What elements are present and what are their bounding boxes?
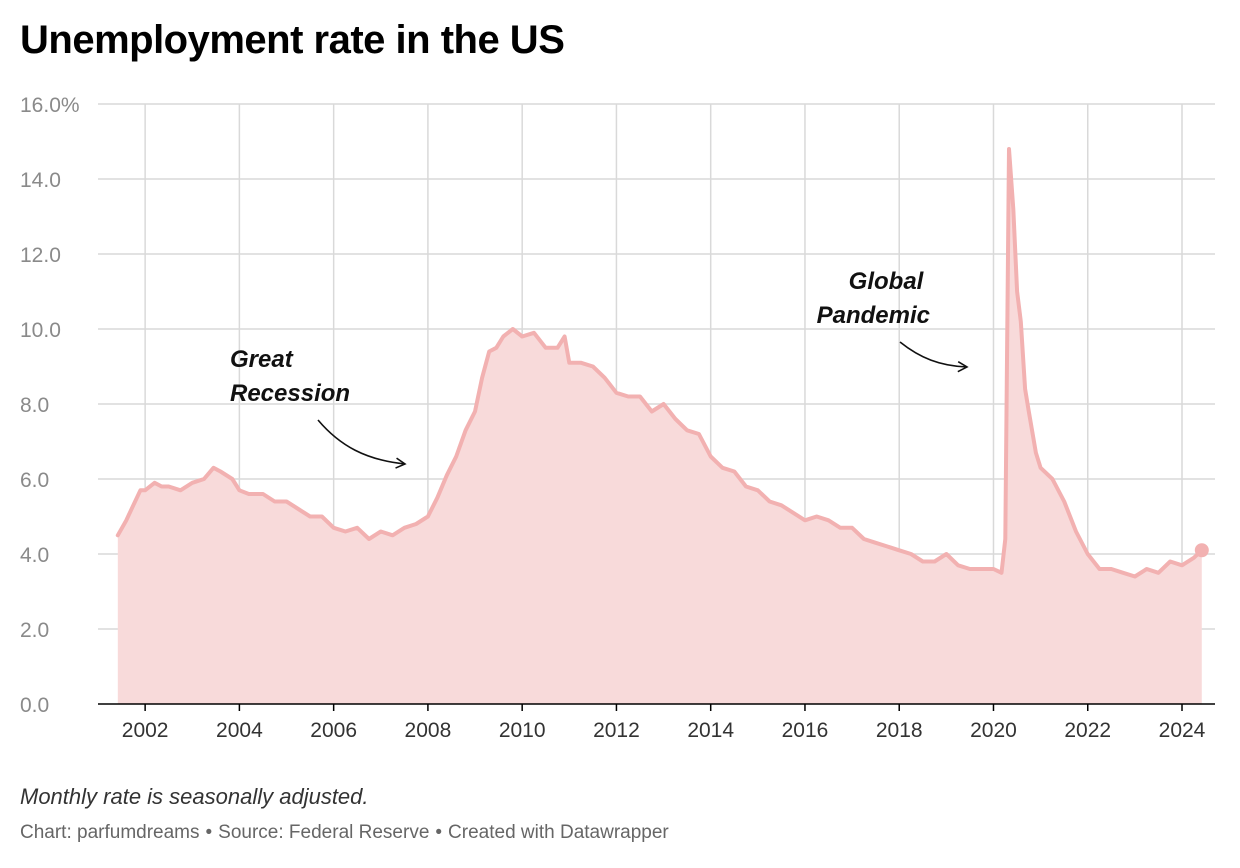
x-tick-label: 2014 <box>687 719 734 742</box>
y-tick-label: 14.0 <box>20 169 61 192</box>
y-tick-label: 16.0% <box>20 94 80 117</box>
annotation-great-recession: Great Recession <box>230 346 350 407</box>
annotation-arrow-great-recession <box>317 419 407 469</box>
chart-title: Unemployment rate in the US <box>20 18 565 62</box>
y-axis-labels: 0.0 2.0 4.0 6.0 8.0 10.0 12.0 14.0 16.0% <box>20 94 80 717</box>
annotation-global-pandemic: Global Pandemic <box>817 268 930 329</box>
x-axis-labels: 2002 2004 2006 2008 2010 2012 2014 2016 2018 2020… <box>122 719 1206 742</box>
credit-separator: • <box>435 822 443 843</box>
series-line <box>115 147 1204 579</box>
x-tick-label: 2010 <box>499 719 546 742</box>
series-end-point <box>1194 543 1209 558</box>
y-tick-label: 10.0 <box>20 319 61 342</box>
x-tick-label: 2004 <box>216 719 263 742</box>
credit-separator: • <box>205 822 213 843</box>
y-tick-label: 8.0 <box>20 394 49 417</box>
series-area <box>117 149 1202 704</box>
annotation-arrow-global-pandemic <box>899 341 969 373</box>
credit-source: Source: Federal Reserve <box>218 822 430 843</box>
y-tick-label: 0.0 <box>20 694 49 717</box>
y-tick-label: 4.0 <box>20 544 49 567</box>
x-tick-label: 2006 <box>310 719 357 742</box>
y-tick-label: 2.0 <box>20 619 49 642</box>
x-tick-label: 2002 <box>122 719 169 742</box>
x-tick-label: 2024 <box>1159 719 1206 742</box>
credit-author: Chart: parfumdreams <box>20 822 200 843</box>
x-tick-label: 2018 <box>876 719 923 742</box>
x-tick-label: 2022 <box>1064 719 1111 742</box>
credit-line: Chart: parfumdreams • Source: Federal Rese… <box>20 822 669 844</box>
x-tick-label: 2020 <box>970 719 1017 742</box>
y-tick-label: 12.0 <box>20 244 61 267</box>
y-tick-label: 6.0 <box>20 469 49 492</box>
x-tick-label: 2016 <box>782 719 829 742</box>
footnote: Monthly rate is seasonally adjusted. <box>20 784 369 809</box>
x-tick-label: 2008 <box>405 719 452 742</box>
x-tick-label: 2012 <box>593 719 640 742</box>
credit-tool: Created with Datawrapper <box>448 822 669 843</box>
